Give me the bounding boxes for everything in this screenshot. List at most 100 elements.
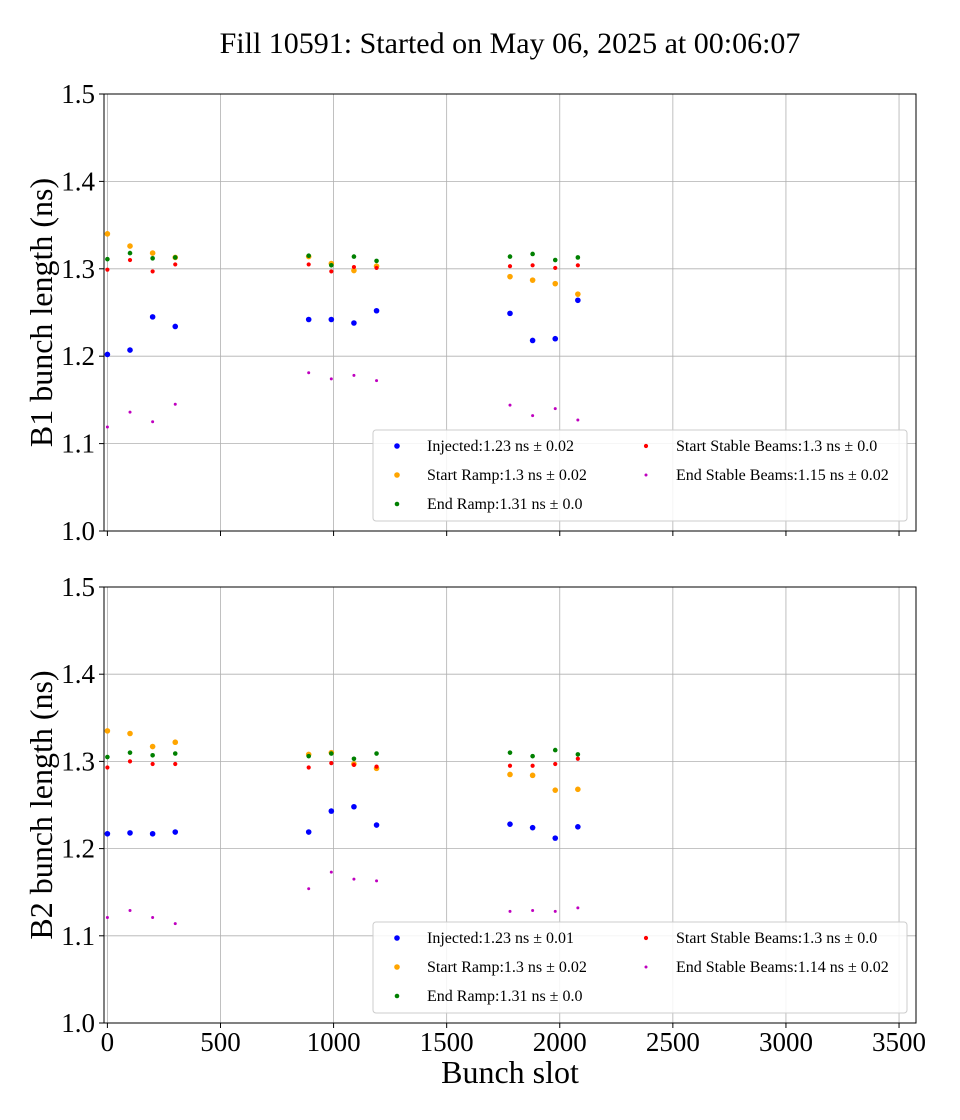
legend: Injected:1.23 ns ± 0.02 Start Ramp:1.3 ns… (372, 429, 908, 522)
data-point (172, 739, 179, 746)
data-point (351, 320, 357, 326)
data-point (127, 730, 133, 737)
data-point (173, 922, 177, 926)
data-point (105, 267, 110, 272)
y-tick-label: 1.0 (61, 1008, 95, 1038)
y-tick-label: 1.5 (61, 79, 95, 109)
data-point (575, 756, 580, 761)
data-point (151, 420, 155, 424)
data-point (104, 728, 111, 734)
data-point (306, 753, 311, 759)
data-point (352, 877, 356, 881)
data-point (530, 763, 535, 768)
data-point (374, 265, 379, 271)
series-start-stable-beams (105, 756, 580, 770)
legend-entry: End Stable Beams:1.15 ns ± 0.02 (676, 467, 889, 484)
data-point (127, 347, 133, 353)
data-point (307, 887, 311, 891)
data-point (375, 379, 379, 383)
data-point (507, 771, 513, 778)
data-point (351, 254, 357, 259)
data-point (128, 410, 132, 414)
legend-entry: End Stable Beams:1.14 ns ± 0.02 (676, 959, 889, 976)
data-point (127, 257, 133, 263)
legend-entry: Injected:1.23 ns ± 0.01 (427, 930, 574, 947)
data-point (306, 765, 311, 770)
x-tick-label: 1000 (307, 1027, 361, 1057)
data-point (127, 243, 133, 249)
x-axis-label: Bunch slot (441, 1054, 579, 1090)
data-point (529, 772, 536, 779)
y-axis-label: B2 bunch length (ns) (23, 670, 59, 939)
data-point (105, 425, 109, 429)
data-point (172, 323, 179, 330)
data-point (553, 761, 558, 767)
data-point (305, 316, 312, 323)
data-point (329, 263, 334, 268)
data-point (104, 231, 111, 237)
legend-entry: Start Ramp:1.3 ns ± 0.02 (427, 959, 587, 976)
series-end-ramp (105, 250, 581, 268)
y-tick-label: 1.3 (61, 254, 95, 284)
y-tick-label: 1.4 (61, 166, 95, 196)
legend-box (372, 429, 908, 522)
legend-marker (394, 993, 400, 999)
data-point (529, 824, 536, 831)
b2-panel: 1.0 1.1 1.2 1.3 1.4 1.5 0 500 1000 1500 2000 2500 30… (23, 572, 926, 1057)
data-point (173, 262, 178, 267)
data-point (329, 870, 333, 874)
data-point (351, 803, 357, 810)
data-point (306, 262, 311, 267)
legend-entry: Start Stable Beams:1.3 ns ± 0.0 (676, 438, 877, 455)
data-point (105, 915, 109, 919)
data-point (552, 280, 559, 287)
data-point (149, 743, 156, 750)
series-start-ramp (104, 728, 581, 793)
x-tick-label: 2500 (646, 1027, 700, 1057)
series-end-stable-beams (105, 371, 580, 429)
data-point (329, 751, 334, 756)
y-tick-label: 1.0 (61, 516, 95, 546)
data-point (104, 830, 111, 837)
y-axis-label: B1 bunch length (ns) (23, 178, 59, 447)
x-tick-label: 2000 (533, 1027, 587, 1057)
legend: Injected:1.23 ns ± 0.01 Start Ramp:1.3 ns… (372, 921, 908, 1014)
legend-entry: Start Ramp:1.3 ns ± 0.02 (427, 467, 587, 484)
data-point (150, 752, 155, 758)
data-point (351, 264, 357, 270)
series-start-stable-beams (105, 257, 580, 274)
data-point (508, 403, 512, 407)
series-end-stable-beams (105, 870, 580, 926)
series-injected (104, 297, 581, 358)
legend-entry: End Ramp:1.31 ns ± 0.0 (427, 496, 582, 513)
data-point (172, 751, 178, 756)
data-point (575, 752, 581, 757)
data-point (576, 418, 580, 422)
data-point (149, 830, 156, 837)
data-point (173, 761, 178, 767)
x-tick-label: 3000 (759, 1027, 813, 1057)
data-point (328, 808, 335, 814)
data-point (508, 909, 512, 913)
legend-marker (394, 935, 400, 941)
data-point (530, 251, 535, 257)
legend-marker (643, 935, 649, 941)
data-point (307, 371, 311, 375)
data-point (150, 256, 155, 261)
legend-box (372, 921, 908, 1014)
data-point (150, 761, 155, 767)
data-point (373, 307, 380, 314)
series-end-ramp (105, 747, 581, 762)
data-point (552, 257, 558, 263)
data-point (305, 829, 312, 835)
data-point (531, 414, 535, 418)
data-point (552, 787, 559, 793)
legend-entry: Injected:1.23 ns ± 0.02 (427, 438, 574, 455)
data-point (507, 264, 513, 269)
data-point (172, 829, 179, 835)
data-point (576, 906, 580, 910)
data-point (352, 373, 356, 377)
legend-entry: End Ramp:1.31 ns ± 0.0 (427, 988, 582, 1005)
data-point (351, 267, 357, 274)
